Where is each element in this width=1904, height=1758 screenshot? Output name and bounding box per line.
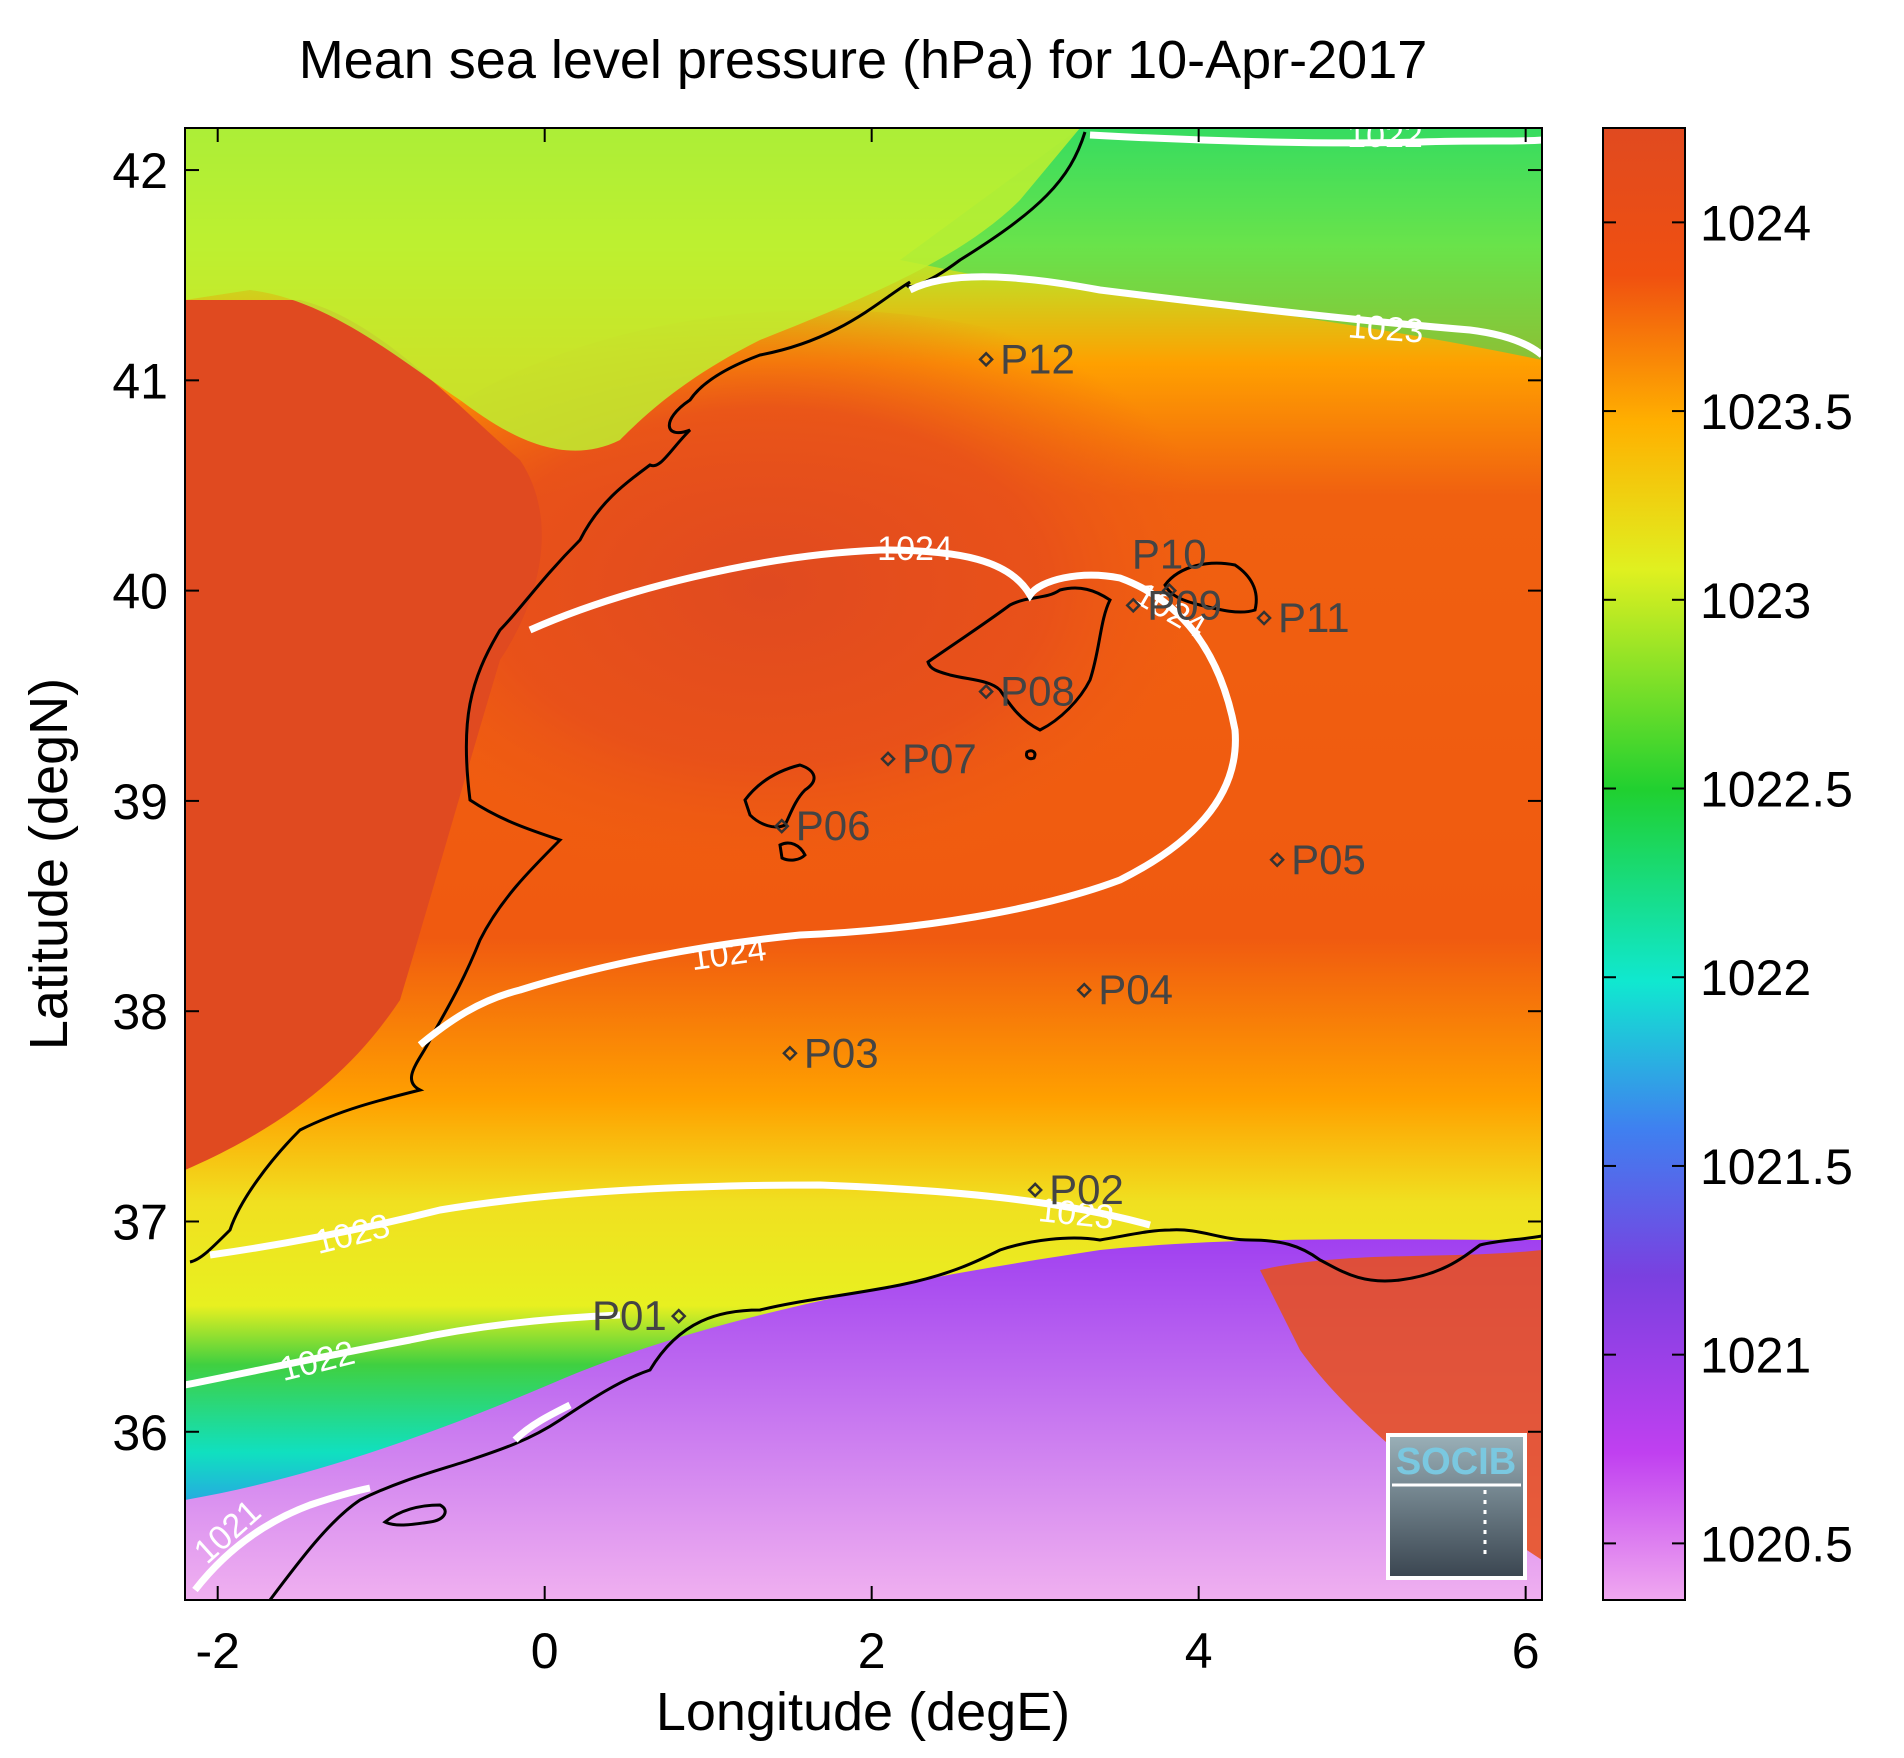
colorbar-tick-label: 1023 <box>1700 573 1811 629</box>
station-label-p06: P06 <box>796 802 871 849</box>
y-tick-label: 42 <box>112 143 168 199</box>
y-tick-label: 39 <box>112 774 168 830</box>
colorbar-tick-label: 1020.5 <box>1700 1516 1853 1572</box>
contour-label-1023-south-east: 1023 <box>1037 1191 1116 1237</box>
pressure-field-catalonia <box>185 128 1080 451</box>
island-ibiza <box>743 763 816 829</box>
x-tick-label: -2 <box>195 1623 239 1679</box>
socib-logo-text: SOCIB <box>1396 1441 1516 1483</box>
colorbar-tick-label: 1021.5 <box>1700 1139 1853 1195</box>
station-label-p08: P08 <box>1000 668 1075 715</box>
station-label-p03: P03 <box>804 1029 879 1076</box>
x-tick-label: 4 <box>1185 1623 1213 1679</box>
colorbar-ticks: 1024 1023.5 1023 1022.5 1022 1021.5 1021 1020.5 <box>1603 195 1853 1572</box>
station-label-p04: P04 <box>1098 966 1173 1013</box>
contour-1023-north <box>908 273 1542 358</box>
x-axis-label: Longitude (degE) <box>656 1682 1070 1742</box>
colorbar-tick-label: 1024 <box>1700 195 1811 251</box>
chart-title: Mean sea level pressure (hPa) for 10-Apr… <box>299 30 1428 90</box>
x-tick-label: 2 <box>858 1623 886 1679</box>
coastline-iberia <box>189 131 1087 1264</box>
contour-1022-south <box>185 1311 621 1389</box>
y-axis-label: Latitude (degN) <box>19 678 79 1050</box>
station-marker-p04 <box>1076 982 1092 998</box>
station-marker-p08 <box>978 683 994 700</box>
colorbar-tick-label: 1022.5 <box>1700 762 1853 818</box>
contour-1022-north <box>1089 131 1542 147</box>
station-marker-p05 <box>1269 852 1285 868</box>
contour-1022-south-coast <box>512 1401 572 1443</box>
island-mallorca <box>926 586 1112 732</box>
x-tick-label: 6 <box>1512 1623 1540 1679</box>
station-marker-p03 <box>782 1045 798 1062</box>
plot-frame <box>184 127 1543 1601</box>
station-marker-p10 <box>1161 582 1177 599</box>
pressure-field-iberia <box>185 300 542 1170</box>
pressure-field-high-core <box>300 310 1340 970</box>
station-label-p10: P10 <box>1132 531 1207 578</box>
island-cabrera <box>1025 749 1037 761</box>
station-label-p11: P11 <box>1278 594 1350 641</box>
island-formentera <box>778 841 807 862</box>
station-marker-p12 <box>978 351 994 368</box>
colorbar-gradient <box>1602 127 1686 1601</box>
socib-logo: SOCIB <box>1386 1433 1527 1580</box>
station-label-p02: P02 <box>1049 1166 1124 1213</box>
pressure-field-north-east <box>900 128 1542 360</box>
island-alboran <box>382 1503 447 1527</box>
contour-1023-south <box>209 1181 1151 1259</box>
colorbar: 1024 1023.5 1023 1022.5 1022 1021.5 1021 1020.5 <box>1602 127 1853 1601</box>
station-label-p09: P09 <box>1147 581 1222 628</box>
y-axis: 36 37 38 39 40 41 42 <box>112 143 1542 1461</box>
station-label-p12: P12 <box>1000 335 1075 382</box>
pressure-field-north-africa <box>185 1239 1542 1600</box>
y-tick-label: 40 <box>112 564 168 620</box>
y-tick-label: 37 <box>112 1194 168 1250</box>
contour-label-1023-north: 1023 <box>1347 307 1425 350</box>
coastline-north-africa <box>268 1228 1542 1600</box>
island-menorca <box>1163 561 1258 614</box>
contour-label-1022-north: 1022 <box>1347 117 1423 155</box>
station-marker-p06 <box>773 818 790 834</box>
contour-1021 <box>192 1484 371 1593</box>
colorbar-tick-label: 1023.5 <box>1700 384 1853 440</box>
contour-label-1024-north: 1024 <box>877 530 953 568</box>
station-marker-p11 <box>1256 610 1272 626</box>
contour-1024 <box>417 546 1239 1048</box>
map-area: 1024 1024 1024 1023 1023 1023 1022 1022 … <box>185 117 1542 1600</box>
station-marker-p07 <box>880 751 896 767</box>
y-tick-label: 41 <box>112 353 168 409</box>
x-axis: -2 0 2 4 6 <box>195 128 1540 1679</box>
y-tick-label: 38 <box>112 984 168 1040</box>
station-marker-p09 <box>1125 597 1142 614</box>
y-tick-label: 36 <box>112 1405 168 1461</box>
station-label-p07: P07 <box>902 735 977 782</box>
station-marker-p02 <box>1027 1182 1043 1198</box>
x-tick-label: 0 <box>531 1623 559 1679</box>
colorbar-tick-label: 1021 <box>1700 1328 1811 1384</box>
station-label-p01: P01 <box>592 1292 667 1339</box>
station-marker-p01 <box>670 1308 687 1324</box>
station-label-p05: P05 <box>1291 836 1366 883</box>
colorbar-tick-label: 1022 <box>1700 950 1811 1006</box>
